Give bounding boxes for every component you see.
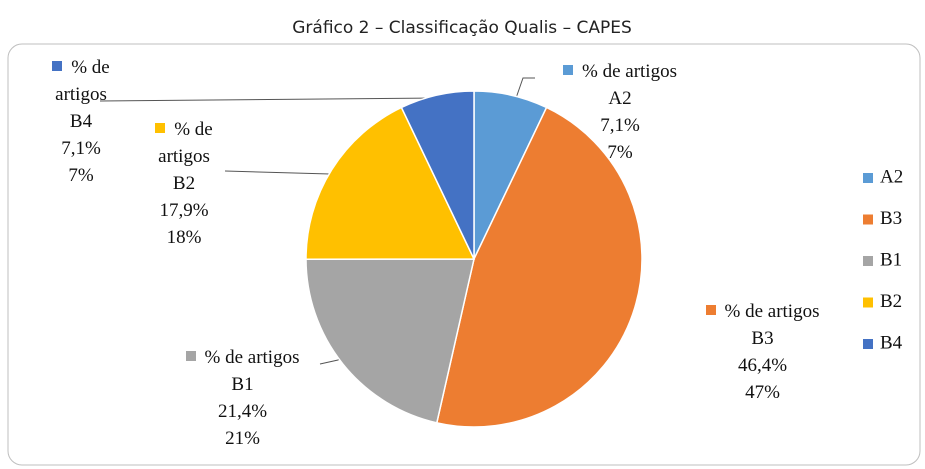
- pie-slice: [400, 90, 475, 260]
- data-label: % de artigos B4 7,1% 7%: [25, 54, 137, 189]
- chart-frame: [7, 43, 921, 466]
- label-series-name: % de artigos: [724, 301, 820, 322]
- label-percent: 18%: [166, 227, 202, 248]
- label-name-line: % de artigos: [665, 298, 860, 325]
- leader-line: [224, 170, 331, 175]
- pie-slice: [435, 106, 643, 428]
- legend-label: B3: [880, 208, 902, 229]
- data-label: % de artigos B2 17,9% 18%: [128, 116, 240, 251]
- leader-line: [99, 97, 441, 102]
- pie-slice: [305, 258, 475, 424]
- label-series-name: % de artigos: [582, 61, 677, 82]
- legend-label: B4: [880, 332, 903, 353]
- label-category: B1: [231, 374, 254, 395]
- label-percent: 7%: [607, 142, 633, 163]
- data-label: % de artigos A2 7,1% 7%: [535, 58, 705, 166]
- label-name-line: % de artigos: [128, 116, 240, 170]
- label-value: 7,1%: [600, 115, 640, 136]
- label-series-name: % de artigos: [158, 119, 213, 167]
- pie-slice: [305, 106, 476, 261]
- label-value: 17,9%: [159, 200, 209, 221]
- legend-swatch: [863, 297, 873, 308]
- label-category: A2: [608, 88, 632, 109]
- leader-line: [514, 77, 535, 102]
- label-percent: 21%: [225, 428, 260, 449]
- label-swatch: [155, 123, 166, 133]
- label-swatch: [705, 305, 716, 315]
- label-percent: 47%: [745, 382, 780, 403]
- label-swatch: [52, 61, 63, 71]
- label-category: B2: [172, 173, 196, 194]
- label-name-line: % de artigos: [25, 54, 137, 108]
- label-swatch: [563, 65, 573, 75]
- label-value: 46,4%: [737, 355, 788, 376]
- legend-swatch: [863, 339, 873, 349]
- leader-lines: [99, 77, 535, 365]
- legend-swatch: [863, 214, 873, 225]
- legend-label: A2: [880, 166, 903, 187]
- label-series-name: % de artigos: [204, 347, 300, 368]
- data-label: % de artigos B3 46,4% 47%: [665, 298, 860, 406]
- legend-swatch: [863, 173, 873, 183]
- label-category: B3: [751, 328, 774, 349]
- chart-title: Gráfico 2 – Classificação Qualis – CAPES: [292, 18, 632, 38]
- legend-label: B1: [880, 249, 902, 270]
- label-name-line: % de artigos: [155, 344, 330, 371]
- legend-swatch: [863, 256, 873, 266]
- label-category: B4: [69, 111, 93, 132]
- label-swatch: [185, 351, 196, 361]
- label-value: 21,4%: [217, 401, 268, 422]
- label-value: 7,1%: [61, 138, 101, 159]
- label-series-name: % de artigos: [55, 57, 110, 105]
- label-percent: 7%: [68, 165, 94, 186]
- legend-label: B2: [880, 291, 902, 312]
- label-name-line: % de artigos: [535, 58, 705, 85]
- data-label: % de artigos B1 21,4% 21%: [155, 344, 330, 452]
